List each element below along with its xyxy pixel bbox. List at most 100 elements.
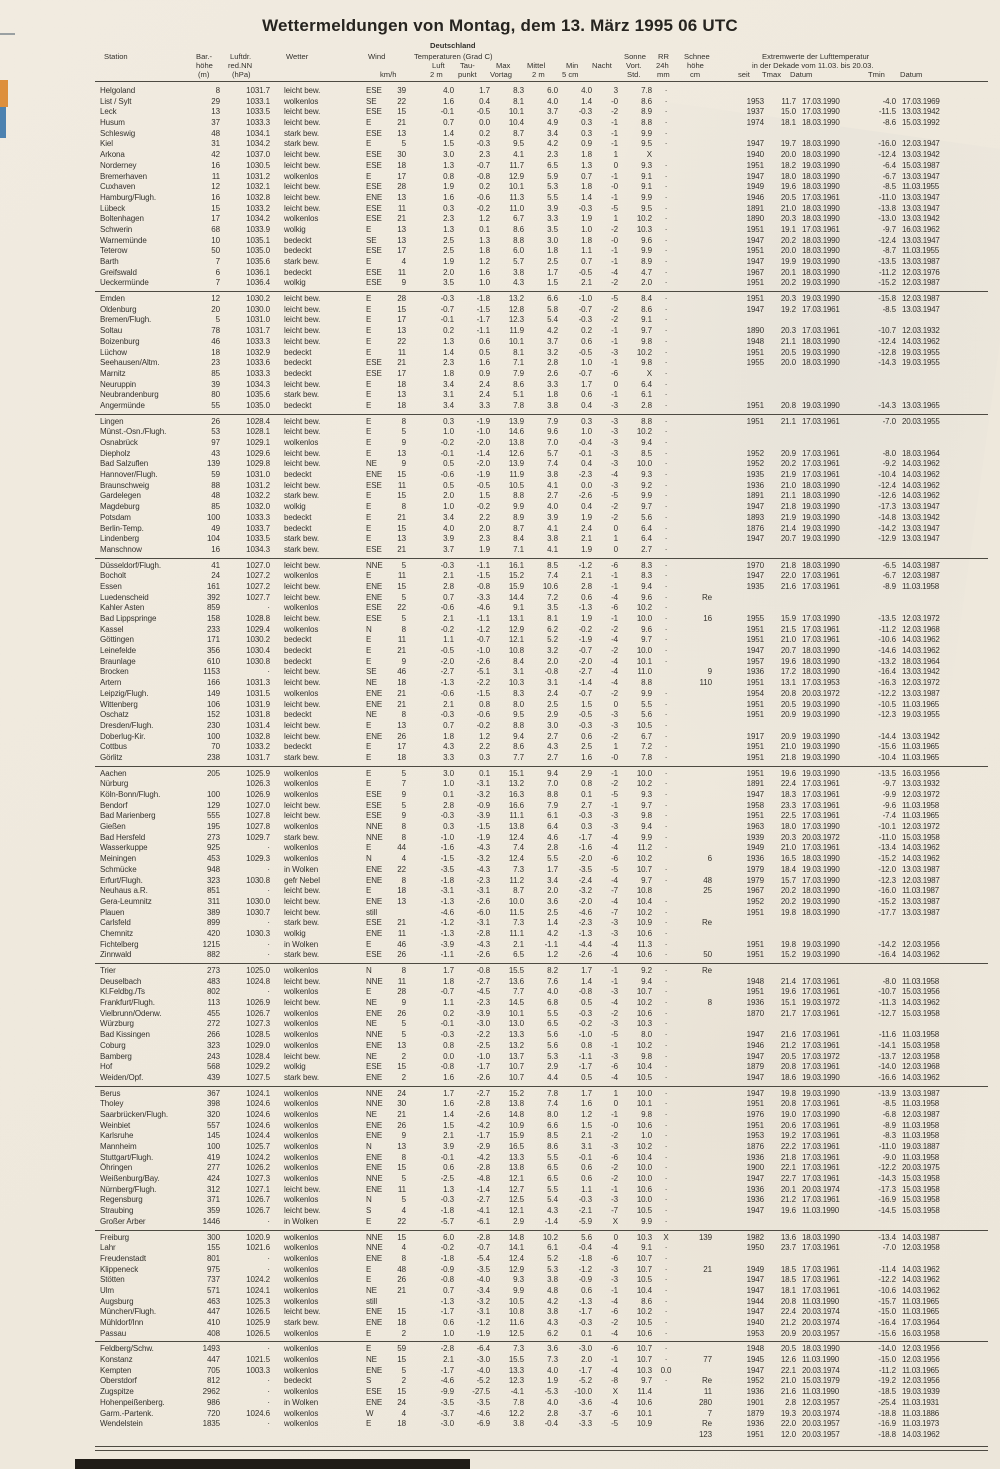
table-row: Lindenberg 104 1033.5 stark bew. E 13 3.9 2.3 8.… — [0, 534, 1000, 545]
cell-rr_24h_mm: · — [664, 96, 668, 106]
cell-luft_2m: 1.1 — [443, 635, 454, 645]
cell-wind_richtung: ESE — [366, 790, 382, 799]
cell-tmin_datum: 14.03.1962 — [902, 646, 940, 656]
cell-hoehe_m: 277 — [206, 1163, 220, 1173]
cell-mittel_2m: 5.7 — [547, 448, 558, 458]
cell-luft_2m: 3.7 — [443, 544, 454, 554]
cell-max_vortag: 12.5 — [508, 1195, 524, 1205]
table-row: Bad Marienberg 555 1027.8 leicht bew. ESE 9 -0… — [0, 811, 1000, 822]
cell-tmax_datum: 18.03.1990 — [802, 1232, 840, 1242]
cell-tmax_datum: 17.03.1961 — [802, 790, 840, 799]
cell-wind_richtung: ENE — [366, 1120, 383, 1130]
cell-station: Meiningen — [100, 854, 137, 864]
cell-schneehoehe_cm: Re — [701, 918, 712, 928]
cell-wetter: bedeckt — [284, 523, 312, 533]
cell-min_5cm: 1.8 — [581, 182, 592, 192]
cell-wind_richtung: NE — [366, 710, 377, 720]
cell-station: Wasserkuppe — [100, 843, 148, 853]
cell-tmax: 19.0 — [780, 1109, 796, 1119]
cell-sonne_vortag_std: 9.6 — [641, 624, 652, 634]
cell-tmax_datum: 19.03.1990 — [802, 512, 840, 522]
cell-hoehe_m: 16 — [211, 192, 220, 202]
cell-wind_kmh: 15 — [397, 107, 406, 117]
cell-station: Teterow — [100, 246, 128, 256]
table-row: Saarbrücken/Flugh. 320 1024.6 wolkenlos NE 21… — [0, 1110, 1000, 1121]
header-sonne-std: Std. — [627, 70, 641, 79]
cell-nacht: -2 — [611, 1131, 618, 1141]
table-row: Schleswig 48 1034.1 stark bew. ESE 13 1.4 0.2 8.… — [0, 129, 1000, 140]
cell-wind_richtung: ENE — [366, 1163, 383, 1173]
table-row: Öhringen 277 1026.2 wolkenlos ENE 15 0.6 -2.8 13… — [0, 1163, 1000, 1174]
table-row: Luedenscheid 392 1027.7 leicht bew. ENE 5 0.7-… — [0, 593, 1000, 604]
cell-sonne_vortag_std: 10.7 — [636, 864, 652, 874]
table-row: Passau 408 1026.5 wolkenlos E 2 1.0 -1.9 12.5 6.2… — [0, 1329, 1000, 1340]
cell-sonne_vortag_std: 10.2 — [636, 779, 652, 789]
cell-mittel_2m: 6.8 — [547, 998, 558, 1008]
cell-luftdruck_hpa: 1031.7 — [246, 752, 270, 762]
table-row: Chemnitz 420 1030.3 wolkig ENE 11 -1.3 -2.8 11.1… — [0, 929, 1000, 940]
cell-luft_2m: 0.7 — [443, 118, 454, 128]
cell-seit: 1979 — [746, 875, 765, 885]
cell-nacht: -6 — [611, 1307, 618, 1317]
cell-wind_richtung: ESE — [366, 811, 382, 821]
cell-wind_richtung: NE — [366, 1019, 377, 1029]
cell-wetter: wolkenlos — [284, 1131, 319, 1141]
cell-wetter: wolkenlos — [284, 1174, 319, 1184]
cell-tmax_datum: 19.03.1990 — [802, 502, 840, 512]
cell-luftdruck_hpa: 1027.2 — [246, 571, 270, 581]
cell-mittel_2m: 1.7 — [547, 267, 558, 277]
cell-mittel_2m: 6.5 — [547, 1019, 558, 1029]
cell-tmin: -9.0 — [882, 1152, 896, 1162]
cell-taupunkt: 1.6 — [479, 267, 490, 277]
cell-tmin: -13.7 — [878, 1051, 896, 1061]
cell-min_5cm: 0.7 — [581, 257, 592, 266]
cell-seit: 1945 — [746, 1355, 765, 1365]
cell-tmax_datum: 18.03.1990 — [802, 854, 840, 864]
cell-nacht: -4 — [611, 635, 618, 645]
cell-tmax: 22.4 — [780, 779, 796, 789]
cell-tmax_datum: 11.03.1990 — [802, 1296, 839, 1306]
cell-min_5cm: 3.1 — [581, 1142, 592, 1151]
table-row: Coburg 323 1029.0 wolkenlos ENE 13 0.8 -2.5 13.2… — [0, 1041, 1000, 1052]
cell-tmax_datum: 11.03.1990 — [802, 1355, 839, 1365]
cell-nacht: -1 — [611, 1285, 618, 1295]
cell-wind_richtung: ESE — [366, 267, 382, 277]
cell-luftdruck_hpa: 1030.7 — [246, 907, 270, 917]
cell-sonne_vortag_std: 10.6 — [636, 928, 652, 938]
cell-sonne_vortag_std: 11.4 — [637, 1387, 652, 1397]
cell-taupunkt: -0.9 — [476, 800, 490, 810]
cell-taupunkt: 2.3 — [479, 534, 490, 544]
cell-tmax: 20.5 — [780, 1344, 796, 1354]
cell-taupunkt: -2.9 — [476, 1142, 490, 1151]
cell-seit: 1947 — [746, 257, 765, 266]
cell-sonne_vortag_std: 8.8 — [641, 118, 652, 128]
cell-max_vortag: 14.1 — [508, 1243, 524, 1253]
cell-rr_24h_mm: · — [664, 1163, 668, 1173]
cell-nacht: -4 — [611, 950, 618, 960]
cell-luft_2m: -3.9 — [440, 939, 454, 949]
cell-max_vortag: 14.5 — [508, 998, 524, 1008]
cell-nacht: 0 — [613, 523, 618, 533]
cell-wind_kmh: 8 — [401, 822, 406, 832]
cell-tmin: -12.0 — [878, 864, 896, 874]
cell-nacht: -2 — [611, 224, 618, 234]
cell-tmin: -16.9 — [878, 1195, 896, 1205]
cell-station: Leck — [100, 107, 117, 117]
cell-nacht: -5 — [611, 294, 618, 304]
cell-wind_kmh: 21 — [397, 918, 406, 928]
cell-wetter: leicht bew. — [284, 720, 321, 730]
table-row: Tholey 398 1024.6 wolkenlos NNE 30 1.6 -2.8 13.8… — [0, 1099, 1000, 1110]
cell-wind_richtung: ESE — [366, 203, 382, 213]
cell-mittel_2m: 4.1 — [547, 523, 558, 533]
cell-station: Trier — [100, 966, 116, 975]
cell-nacht: -0 — [611, 96, 618, 106]
cell-tmin_datum: 12.03.1972 — [902, 614, 940, 623]
cell-tmax: 23.3 — [780, 800, 796, 810]
cell-tmin_datum: 19.03.1939 — [902, 1387, 940, 1397]
cell-nacht: -3 — [611, 438, 618, 447]
cell-wetter: wolkenlos — [284, 843, 319, 853]
cell-max_vortag: 10.7 — [508, 1072, 524, 1082]
cell-sonne_vortag_std: 5.5 — [641, 699, 652, 709]
cell-sonne_vortag_std: 10.4 — [636, 1285, 652, 1295]
cell-mittel_2m: 7.0 — [547, 438, 558, 447]
